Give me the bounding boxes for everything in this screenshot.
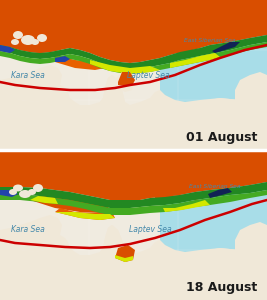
Polygon shape xyxy=(0,0,267,63)
Text: Kara Sea: Kara Sea xyxy=(11,71,45,80)
Ellipse shape xyxy=(11,39,19,45)
Polygon shape xyxy=(0,182,267,208)
Ellipse shape xyxy=(19,190,31,198)
Text: East Siberian Sea: East Siberian Sea xyxy=(189,184,241,189)
Text: Laptev Sea: Laptev Sea xyxy=(127,71,169,80)
Ellipse shape xyxy=(31,39,39,45)
Polygon shape xyxy=(0,42,267,74)
Polygon shape xyxy=(55,208,115,220)
Polygon shape xyxy=(0,35,267,69)
Polygon shape xyxy=(0,65,62,102)
Text: Kara Sea: Kara Sea xyxy=(11,225,45,234)
Polygon shape xyxy=(0,215,62,252)
Ellipse shape xyxy=(37,34,47,42)
Polygon shape xyxy=(210,248,267,300)
Polygon shape xyxy=(55,55,105,70)
Polygon shape xyxy=(163,200,210,212)
Text: 18 August: 18 August xyxy=(186,281,257,294)
Polygon shape xyxy=(0,45,15,53)
Polygon shape xyxy=(100,225,125,252)
Polygon shape xyxy=(30,196,58,204)
Polygon shape xyxy=(170,53,220,68)
Polygon shape xyxy=(100,75,125,102)
Polygon shape xyxy=(210,98,267,150)
Ellipse shape xyxy=(21,35,35,45)
Polygon shape xyxy=(0,225,267,300)
Polygon shape xyxy=(235,72,267,105)
Polygon shape xyxy=(0,190,18,197)
Polygon shape xyxy=(0,75,267,150)
Polygon shape xyxy=(115,255,133,262)
Polygon shape xyxy=(0,35,65,53)
Polygon shape xyxy=(235,222,267,255)
Ellipse shape xyxy=(13,184,23,191)
Ellipse shape xyxy=(13,31,23,39)
Polygon shape xyxy=(212,42,240,53)
Polygon shape xyxy=(155,192,210,200)
Polygon shape xyxy=(30,195,110,213)
Text: 01 August: 01 August xyxy=(186,131,257,144)
Ellipse shape xyxy=(28,189,36,195)
Polygon shape xyxy=(115,245,135,262)
Polygon shape xyxy=(160,0,267,150)
Polygon shape xyxy=(160,150,267,300)
Polygon shape xyxy=(90,60,160,74)
Text: East Siberian Sea: East Siberian Sea xyxy=(184,38,236,43)
Ellipse shape xyxy=(9,189,17,195)
Polygon shape xyxy=(55,56,70,62)
Polygon shape xyxy=(0,150,267,200)
Polygon shape xyxy=(116,72,135,92)
Polygon shape xyxy=(55,212,115,220)
Polygon shape xyxy=(165,42,200,55)
Text: Laptev Sea: Laptev Sea xyxy=(129,225,171,234)
Polygon shape xyxy=(0,190,267,215)
Polygon shape xyxy=(118,72,135,86)
Polygon shape xyxy=(208,188,232,198)
Ellipse shape xyxy=(33,184,43,192)
